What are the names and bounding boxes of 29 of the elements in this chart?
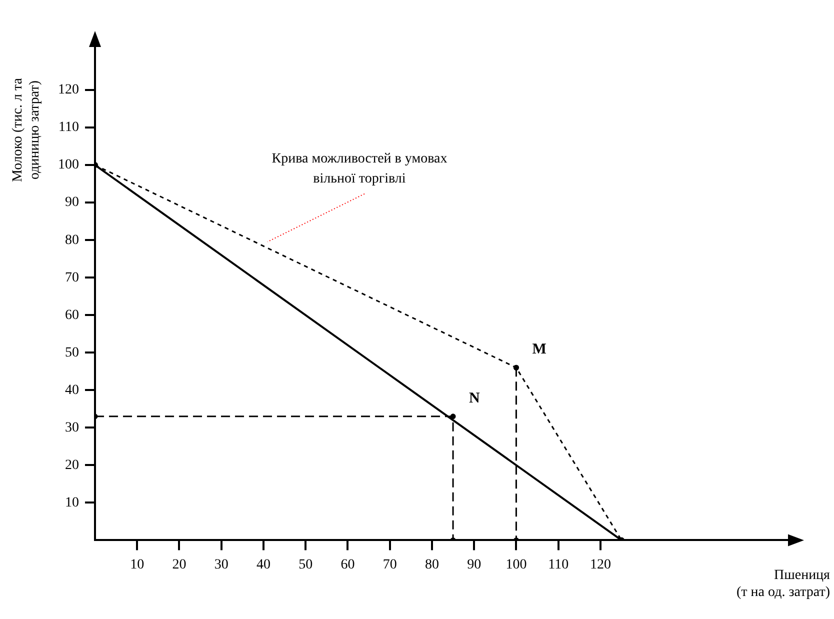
x-tick-label: 50 xyxy=(298,557,313,572)
x-tick-label: 20 xyxy=(172,557,186,572)
annotation: N xyxy=(469,390,480,406)
y-tick-label: 80 xyxy=(65,232,79,248)
y-tick-label: 40 xyxy=(65,382,79,398)
x-tick-label: 100 xyxy=(506,557,527,572)
y-tick-label: 70 xyxy=(65,270,79,286)
y-tick-label: 120 xyxy=(58,82,79,98)
x-axis-title: Пшениця (т на од. затрат) xyxy=(736,568,831,600)
y-tick-label: 60 xyxy=(65,308,79,323)
x-tick-label: 30 xyxy=(214,557,228,572)
y-tick-label: 20 xyxy=(65,458,79,473)
x-tick-label: 10 xyxy=(130,557,144,572)
y-tick-label: 110 xyxy=(58,120,79,136)
x-tick-label: 80 xyxy=(424,557,439,572)
annotation: M xyxy=(532,342,546,358)
x-tick-label: 60 xyxy=(340,557,355,572)
x-tick-label: 90 xyxy=(467,557,482,572)
y-tick-label: 30 xyxy=(65,420,79,436)
x-tick-label: 110 xyxy=(548,557,569,572)
x-tick-label: 120 xyxy=(590,557,611,572)
y-tick-label: 50 xyxy=(65,345,79,360)
x-tick-label: 70 xyxy=(382,557,397,572)
y-axis-title: Молоко (тис. л та одиницю затрат) xyxy=(10,77,43,182)
annotation: Крива можливостей в умовах вільної торгівлі xyxy=(272,152,448,186)
y-tick-label: 90 xyxy=(65,195,79,210)
y-tick-label: 10 xyxy=(65,495,79,510)
x-tick-label: 40 xyxy=(256,557,270,572)
y-tick-label: 100 xyxy=(58,158,79,173)
